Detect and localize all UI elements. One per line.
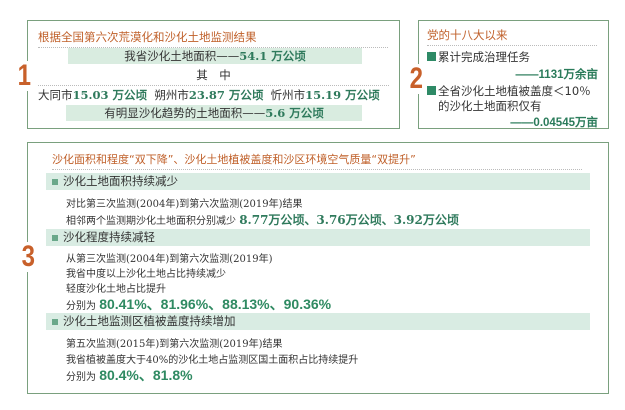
- square-bullet-icon: [427, 52, 436, 61]
- among-label: 其 中: [38, 67, 389, 86]
- number-2: 2: [409, 62, 424, 95]
- number-3: 3: [21, 240, 36, 273]
- city-name: 忻州市: [270, 88, 306, 102]
- square-bullet-icon: [52, 318, 58, 325]
- box1-title: 根据全国第六次荒漠化和沙化土地监测结果: [38, 29, 388, 48]
- city-value: 15.03 万公顷: [72, 88, 148, 102]
- number-1: 1: [17, 59, 32, 92]
- item-2-line2: 的沙化土地面积仅有: [438, 99, 542, 113]
- text-line: 我省中度以上沙化土地占比持续减少: [66, 269, 226, 280]
- total-value: 54.1 万公顷: [239, 49, 306, 63]
- box-3: 沙化面积和程度“双下降”、沙化土地植被盖度和沙区环境空气质量“双提升” 沙化土地…: [27, 142, 609, 394]
- values: 80.41%、81.96%、88.13%、90.36%: [99, 296, 332, 312]
- cities-row: 大同市15.03 万公顷 朔州市23.87 万公顷 忻州市15.19 万公顷: [38, 87, 380, 103]
- trend-label: 有明显沙化趋势的土地面积——: [104, 106, 266, 120]
- square-bullet-icon: [52, 178, 58, 185]
- section-heading: 沙化土地面积持续减少: [46, 173, 590, 190]
- trend-value: 5.6 万公顷: [265, 106, 324, 120]
- total-label: 我省沙化土地面积——: [124, 49, 240, 63]
- trend-area: 有明显沙化趋势的土地面积——5.6 万公顷: [66, 105, 362, 121]
- item-2: 全省沙化土地植被盖度＜10％: [427, 83, 591, 99]
- box3-title: 沙化面积和程度“双下降”、沙化土地植被盖度和沙区环境空气质量“双提升”: [52, 151, 582, 170]
- section-title: 沙化土地面积持续减少: [63, 174, 178, 188]
- value-2: ——0.04545万亩: [510, 117, 598, 129]
- section-heading: 沙化程度持续减轻: [46, 229, 590, 246]
- section-heading: 沙化土地监测区植被盖度持续增加: [46, 313, 590, 330]
- item-1-label: 累计完成治理任务: [438, 50, 530, 64]
- box-2: 党的十八大以来 累计完成治理任务 ——1131万余亩 全省沙化土地植被盖度＜10…: [418, 20, 609, 129]
- square-bullet-icon: [427, 86, 436, 95]
- values: 8.77万公顷、3.76万公顷、3.92万公顷: [239, 213, 459, 227]
- text-line: 分别为 80.4%、81.8%: [66, 365, 193, 385]
- text-line: 分别为 80.41%、81.96%、88.13%、90.36%: [66, 294, 331, 314]
- city-name: 朔州市: [154, 88, 189, 102]
- city-value: 15.19 万公顷: [305, 88, 380, 102]
- square-bullet-icon: [52, 234, 58, 241]
- text-line: 对比第三次监测(2004年)到第六次监测(2019年)结果: [66, 199, 303, 210]
- city-value: 23.87 万公顷: [188, 88, 264, 102]
- item-1: 累计完成治理任务: [427, 49, 530, 65]
- box-1: 根据全国第六次荒漠化和沙化土地监测结果 我省沙化土地面积——54.1 万公顷 其…: [27, 20, 400, 129]
- section-title: 沙化程度持续减轻: [63, 230, 155, 244]
- prefix: 相邻两个监测期沙化土地面积分别减少: [66, 216, 240, 227]
- city-name: 大同市: [38, 88, 73, 102]
- values: 80.4%、81.8%: [99, 367, 193, 383]
- text-line: 相邻两个监测期沙化土地面积分别减少 8.77万公顷、3.76万公顷、3.92万公…: [66, 211, 459, 228]
- prefix: 分别为: [66, 372, 100, 383]
- text-line: 从第三次监测(2004年)到第六次监测(2019年): [66, 254, 273, 265]
- prefix: 分别为: [66, 301, 100, 312]
- item-2-line1: 全省沙化土地植被盖度＜10％: [438, 84, 591, 98]
- text-line: 第五次监测(2015年)到第六次监测(2019年)结果: [66, 339, 283, 350]
- section-title: 沙化土地监测区植被盖度持续增加: [63, 314, 236, 328]
- text-line: 我省植被盖度大于40%的沙化土地占监测区国土面积占比持续提升: [66, 355, 359, 366]
- value-1: ——1131万余亩: [515, 69, 598, 81]
- total-area: 我省沙化土地面积——54.1 万公顷: [68, 48, 362, 64]
- box2-title: 党的十八大以来: [427, 27, 597, 46]
- text-line: 轻度沙化土地占比提升: [66, 284, 166, 295]
